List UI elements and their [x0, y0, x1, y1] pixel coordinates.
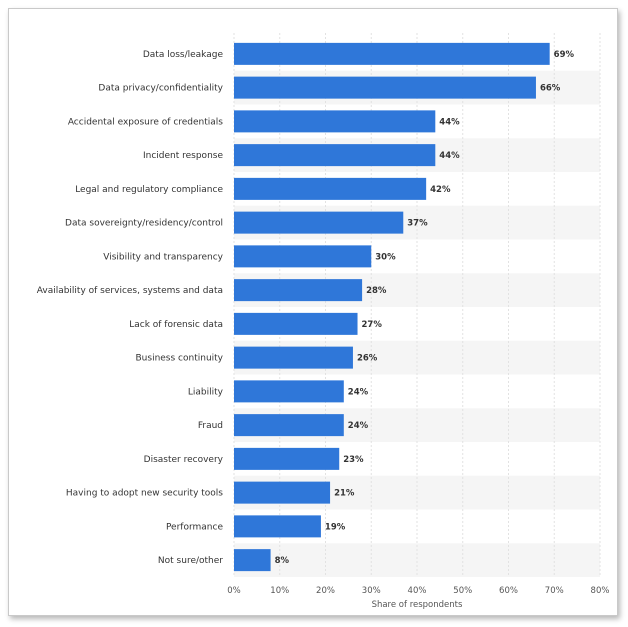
bar — [234, 177, 427, 200]
category-label: Lack of forensic data — [129, 320, 223, 330]
x-tick-label: 70% — [545, 586, 564, 596]
category-label: Visibility and transparency — [103, 252, 223, 262]
x-tick-label: 80% — [591, 586, 610, 596]
category-label: Fraud — [198, 421, 223, 431]
category-label: Legal and regulatory compliance — [75, 185, 223, 195]
row-band — [234, 543, 600, 577]
data-label: 66% — [540, 84, 561, 94]
category-label: Data sovereignty/residency/control — [65, 219, 223, 229]
data-label: 44% — [439, 151, 460, 161]
x-axis-title: Share of respondents — [372, 600, 463, 610]
data-label: 44% — [439, 117, 460, 127]
bar — [234, 110, 436, 133]
bar — [234, 42, 550, 65]
x-tick-label: 50% — [453, 586, 472, 596]
bar — [234, 76, 536, 99]
data-label: 27% — [362, 320, 383, 330]
bar — [234, 515, 321, 538]
category-label: Business continuity — [136, 354, 224, 364]
data-label: 42% — [430, 185, 451, 195]
category-label: Accidental exposure of credentials — [68, 117, 223, 127]
bar — [234, 549, 271, 572]
bar — [234, 279, 363, 302]
x-tick-label: 10% — [270, 586, 289, 596]
category-label: Liability — [188, 387, 224, 397]
category-label: Data privacy/confidentiality — [98, 84, 223, 94]
category-label: Having to adopt new security tools — [66, 489, 223, 499]
category-label: Performance — [166, 522, 223, 532]
category-label: Incident response — [143, 151, 223, 161]
bar — [234, 245, 372, 268]
category-label: Availability of services, systems and da… — [37, 286, 223, 296]
x-tick-label: 60% — [499, 586, 518, 596]
bar — [234, 346, 353, 369]
data-label: 28% — [366, 286, 387, 296]
category-label: Disaster recovery — [144, 455, 224, 465]
bar — [234, 211, 404, 234]
data-label: 24% — [348, 421, 369, 431]
data-label: 23% — [343, 455, 364, 465]
data-label: 19% — [325, 522, 346, 532]
bar — [234, 312, 358, 335]
bar — [234, 144, 436, 167]
data-label: 8% — [275, 556, 290, 566]
data-label: 30% — [375, 252, 396, 262]
data-label: 26% — [357, 354, 378, 364]
category-label: Data loss/leakage — [143, 50, 224, 60]
data-label: 37% — [407, 219, 428, 229]
bar — [234, 380, 344, 403]
bar — [234, 414, 344, 437]
data-label: 24% — [348, 387, 369, 397]
data-label: 69% — [554, 50, 575, 60]
chart-frame — [8, 8, 618, 616]
x-tick-label: 30% — [362, 586, 381, 596]
category-label: Not sure/other — [158, 556, 223, 566]
data-label: 21% — [334, 489, 355, 499]
x-tick-label: 0% — [227, 586, 241, 596]
x-tick-label: 20% — [316, 586, 335, 596]
x-tick-label: 40% — [408, 586, 427, 596]
bar — [234, 447, 340, 470]
bar — [234, 481, 331, 504]
